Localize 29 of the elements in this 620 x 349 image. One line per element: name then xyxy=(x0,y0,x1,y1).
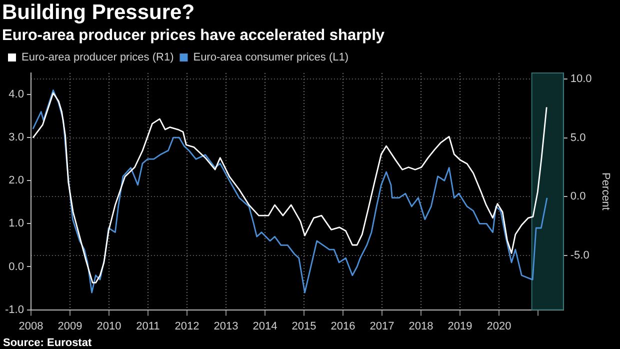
y2-tick-label: 5.0 xyxy=(570,132,586,144)
chart-title: Building Pressure? xyxy=(2,1,195,25)
x-tick-label: 2018 xyxy=(408,320,434,332)
x-tick-label: 2017 xyxy=(370,320,394,332)
x-tick-label: 2008 xyxy=(18,320,44,332)
y2-tick-label: 10.0 xyxy=(570,72,592,85)
y-tick-label: 1.0 xyxy=(8,218,24,230)
y-tick-label: 2.0 xyxy=(8,174,24,187)
x-tick-label: 2020 xyxy=(486,320,512,332)
x-tick-label: 2015 xyxy=(292,320,316,332)
x-tick-label: 2010 xyxy=(96,320,122,332)
legend-label: Euro-area producer prices (R1) xyxy=(22,52,174,64)
x-tick-label: 2012 xyxy=(174,320,200,332)
x-tick-label: 2011 xyxy=(136,320,160,332)
y-tick-label: 0.0 xyxy=(8,260,24,273)
y2-axis-title: Percent xyxy=(599,172,612,210)
x-tick-label: 2009 xyxy=(58,320,82,332)
x-tick-label: 2014 xyxy=(252,320,278,332)
y2-tick-label: -5.0 xyxy=(570,250,590,262)
y-tick-label: 4.0 xyxy=(8,88,24,101)
x-tick-label: 2016 xyxy=(330,320,356,332)
source-note: Source: Eurostat xyxy=(3,337,92,349)
legend-label: Euro-area consumer prices (L1) xyxy=(193,52,349,64)
y-tick-label: -1.0 xyxy=(4,304,24,316)
chart-subtitle: Euro-area producer prices have accelerated sharply xyxy=(2,27,385,45)
y-tick-label: 3.0 xyxy=(8,132,24,144)
y2-tick-label: 0.0 xyxy=(570,190,586,203)
x-tick-label: 2019 xyxy=(448,320,472,332)
x-tick-label: 2013 xyxy=(214,320,238,332)
